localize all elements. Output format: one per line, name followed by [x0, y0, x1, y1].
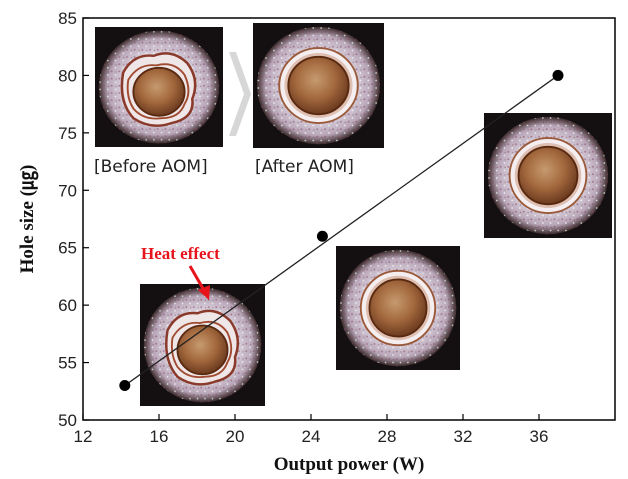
x-tick-label: 24 — [302, 427, 321, 446]
after-aom-caption: [After AOM] — [255, 157, 354, 177]
before-aom-caption: [Before AOM] — [94, 157, 208, 177]
data-point — [119, 380, 131, 392]
x-tick-label: 28 — [378, 427, 397, 446]
y-tick-label: 55 — [58, 354, 77, 373]
arrow-shape — [229, 52, 251, 136]
y-tick-label: 65 — [58, 239, 77, 258]
data-point — [552, 69, 564, 81]
micrograph-after-aom — [252, 22, 385, 149]
data-points — [119, 69, 564, 392]
axes: 12 16 20 24 28 32 36 50 55 60 65 70 75 80 85 — [58, 9, 548, 446]
plot-frame — [82, 17, 616, 421]
y-axis-title: Hole size (㎍) — [17, 165, 39, 274]
y-tick-label: 70 — [58, 181, 77, 200]
fit-line — [124, 74, 559, 387]
x-tick-label: 12 — [74, 427, 93, 446]
y-tick-label: 60 — [58, 296, 77, 315]
y-tick-label: 75 — [58, 124, 77, 143]
data-point — [316, 230, 328, 242]
x-tick-label: 16 — [150, 427, 169, 446]
micrograph-37w — [483, 112, 613, 239]
x-tick-label: 32 — [454, 427, 473, 446]
micrograph-before-aom — [93, 25, 225, 149]
x-tick-label: 20 — [226, 427, 245, 446]
x-tick-label: 36 — [530, 427, 549, 446]
heat-effect-arrow — [188, 265, 210, 300]
micrograph-24w — [335, 245, 461, 371]
micrograph-14w — [138, 282, 267, 408]
y-tick-label: 50 — [58, 411, 77, 430]
fit-line-segment — [124, 74, 559, 387]
y-tick-label: 85 — [58, 9, 77, 28]
y-tick-label: 80 — [58, 66, 77, 85]
heat-effect-label: Heat effect — [141, 244, 220, 263]
x-axis-title: Output power (W) — [274, 454, 425, 475]
